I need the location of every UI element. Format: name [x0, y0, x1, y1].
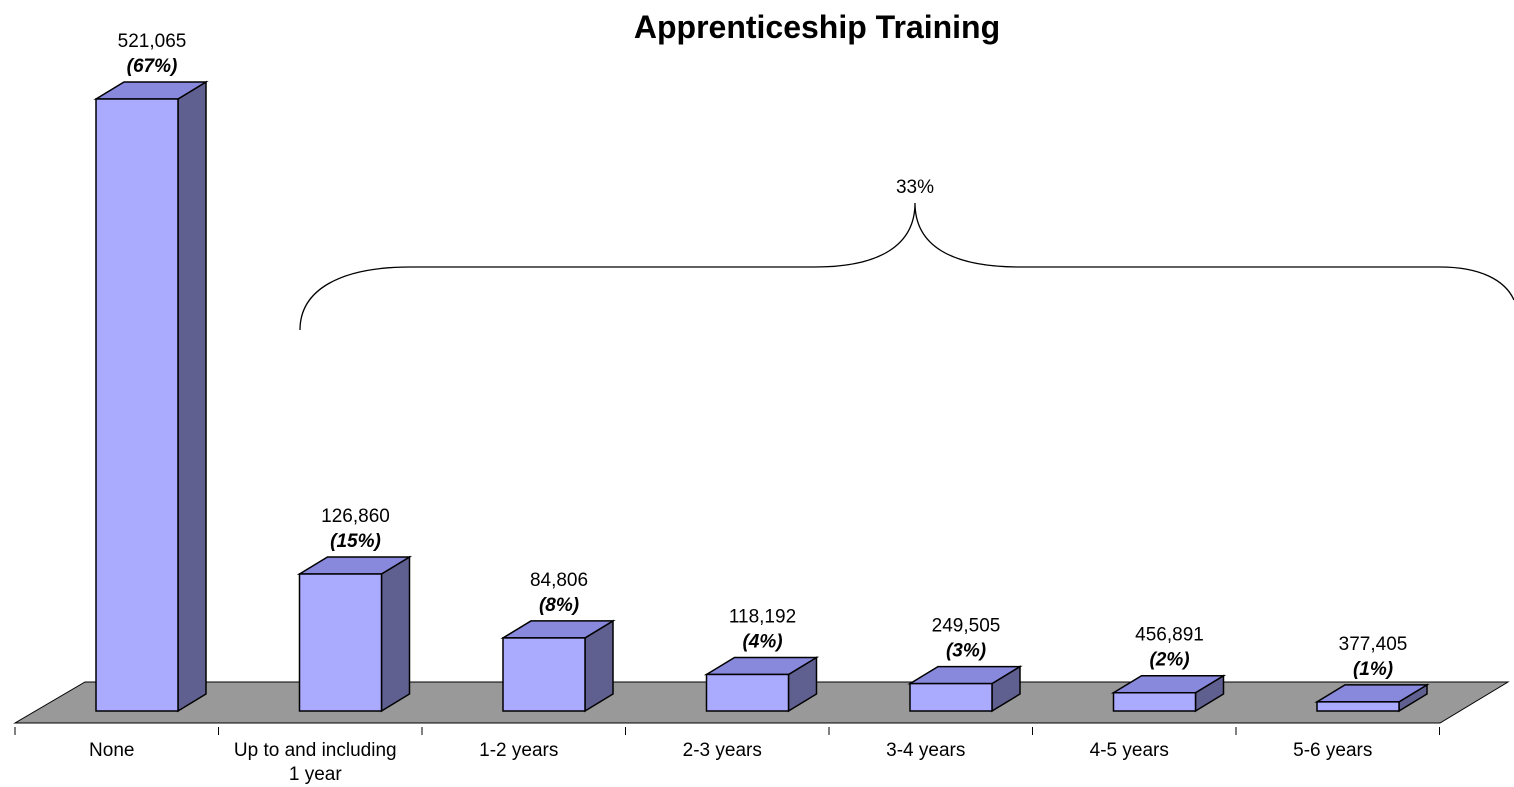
x-tick-label: 1-2 years [479, 740, 559, 761]
x-tick-label: 5-6 years [1293, 740, 1373, 761]
bar-side [380, 555, 411, 713]
x-tick-label: 2-3 years [682, 740, 762, 761]
bar [705, 673, 790, 712]
count-label: 84,806 [530, 570, 588, 591]
x-tick-label: 3-4 years [886, 740, 966, 761]
annotation: 33% [896, 177, 934, 198]
x-tick-label: 4-5 years [1089, 740, 1169, 761]
bar-side [177, 80, 207, 713]
count-label: 118,192 [729, 606, 796, 627]
value-label: (8%) [539, 595, 579, 616]
value-label: (1%) [1353, 659, 1393, 680]
x-tick-label: Up to and including 1 year [233, 740, 397, 785]
value-label: (15%) [330, 531, 381, 552]
value-label: (2%) [1149, 650, 1189, 671]
bar [298, 573, 383, 712]
bar [1316, 701, 1400, 712]
value-label: (67%) [127, 56, 178, 77]
count-label: 377,405 [1339, 634, 1408, 655]
bar [909, 682, 993, 712]
value-label: (3%) [946, 641, 986, 662]
bar [502, 637, 586, 712]
bar [1112, 691, 1197, 712]
count-label: 126,860 [321, 506, 390, 527]
count-label: 249,505 [932, 616, 1001, 637]
x-tick-label: None [89, 740, 135, 761]
bar [95, 98, 179, 712]
bracket [299, 202, 1514, 331]
chart-title: Apprenticeship Training [634, 9, 1000, 45]
count-label: 456,891 [1135, 625, 1204, 646]
count-label: 521,065 [118, 31, 187, 52]
value-label: (4%) [742, 631, 782, 652]
